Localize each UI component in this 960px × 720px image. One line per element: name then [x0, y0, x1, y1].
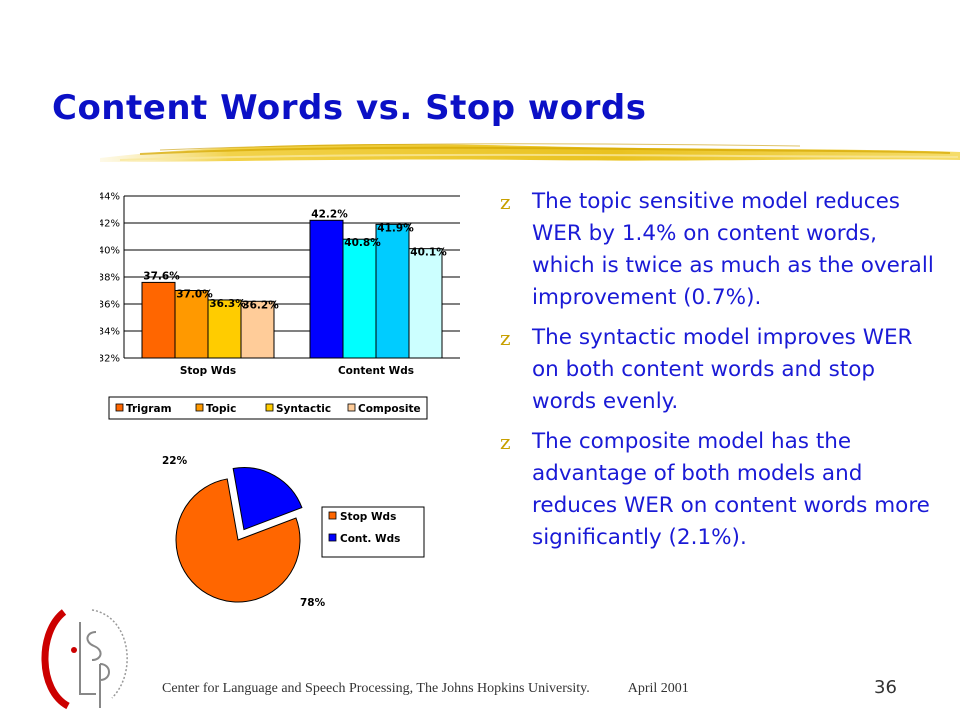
- bar: [141, 281, 176, 359]
- legend-swatch: [328, 511, 337, 520]
- footer-text: Center for Language and Speech Processin…: [162, 681, 689, 697]
- bar: [408, 248, 443, 359]
- data-label: 36.2%: [242, 299, 279, 311]
- x-tick-label: Stop Wds: [180, 365, 236, 377]
- legend-swatch: [328, 533, 337, 542]
- brush-stroke-divider: [100, 143, 960, 162]
- bullet-item: z The composite model has the advantage o…: [498, 426, 938, 554]
- legend-box: [321, 506, 425, 558]
- bar: [309, 219, 344, 359]
- legend-swatch: [265, 403, 274, 412]
- bar: [240, 300, 275, 359]
- clsp-logo: [41, 609, 128, 710]
- legend-label: Syntactic: [276, 403, 331, 415]
- legend-label: Composite: [358, 403, 421, 415]
- data-label: 37.6%: [143, 270, 180, 282]
- bar: [174, 290, 209, 359]
- y-tick-label: 36%: [100, 300, 120, 311]
- bullet-icon: z: [500, 326, 511, 350]
- bullet-icon: z: [500, 430, 511, 454]
- bullet-list: z The topic sensitive model reduces WER b…: [498, 186, 938, 562]
- legend-swatch: [115, 403, 124, 412]
- y-tick-label: 42%: [100, 219, 120, 230]
- bullet-text: The topic sensitive model reduces WER by…: [532, 189, 934, 310]
- legend-label: Cont. Wds: [340, 533, 400, 545]
- legend-label: Trigram: [126, 403, 172, 415]
- legend-label: Topic: [206, 403, 236, 415]
- footer-date: April 2001: [627, 681, 689, 696]
- bullet-text: The composite model has the advantage of…: [532, 429, 930, 550]
- x-tick-label: Content Wds: [338, 365, 414, 377]
- y-tick-label: 40%: [100, 246, 120, 257]
- data-label: 37.0%: [176, 289, 213, 301]
- bar-chart: 32% 34% 36% 38% 40% 42% 44% 37.6% 37.0%36.3%36.…: [100, 192, 460, 420]
- pie-slice: [232, 467, 303, 531]
- bullet-item: z The topic sensitive model reduces WER b…: [498, 186, 938, 314]
- page-number: 36: [874, 677, 897, 698]
- data-label: 41.9%: [377, 222, 414, 234]
- bullet-icon: z: [500, 190, 511, 214]
- y-tick-label: 32%: [100, 354, 120, 365]
- y-tick-label: 38%: [100, 273, 120, 284]
- data-label: 40.8%: [344, 237, 381, 249]
- pie-slice: [175, 478, 301, 603]
- data-label: 40.1%: [410, 247, 447, 259]
- y-tick-label: 34%: [100, 327, 120, 338]
- footer-institution: Center for Language and Speech Processin…: [162, 681, 590, 696]
- bullet-item: z The syntactic model improves WER on bot…: [498, 322, 938, 418]
- y-tick-label: 44%: [100, 192, 120, 203]
- data-label: 42.2%: [311, 208, 348, 220]
- bullet-text: The syntactic model improves WER on both…: [532, 325, 913, 414]
- legend-swatch: [195, 403, 204, 412]
- pie-value-label: 22%: [162, 455, 188, 467]
- pie-value-label: 78%: [300, 597, 326, 609]
- data-label: 36.3%: [209, 298, 246, 310]
- legend-swatch: [347, 403, 356, 412]
- legend-label: Stop Wds: [340, 511, 396, 523]
- pie-chart: 78% 22% Stop Wds Cont. Wds: [162, 455, 425, 609]
- slide-title: Content Words vs. Stop words: [52, 88, 647, 128]
- bar: [342, 238, 377, 359]
- bar: [375, 223, 410, 359]
